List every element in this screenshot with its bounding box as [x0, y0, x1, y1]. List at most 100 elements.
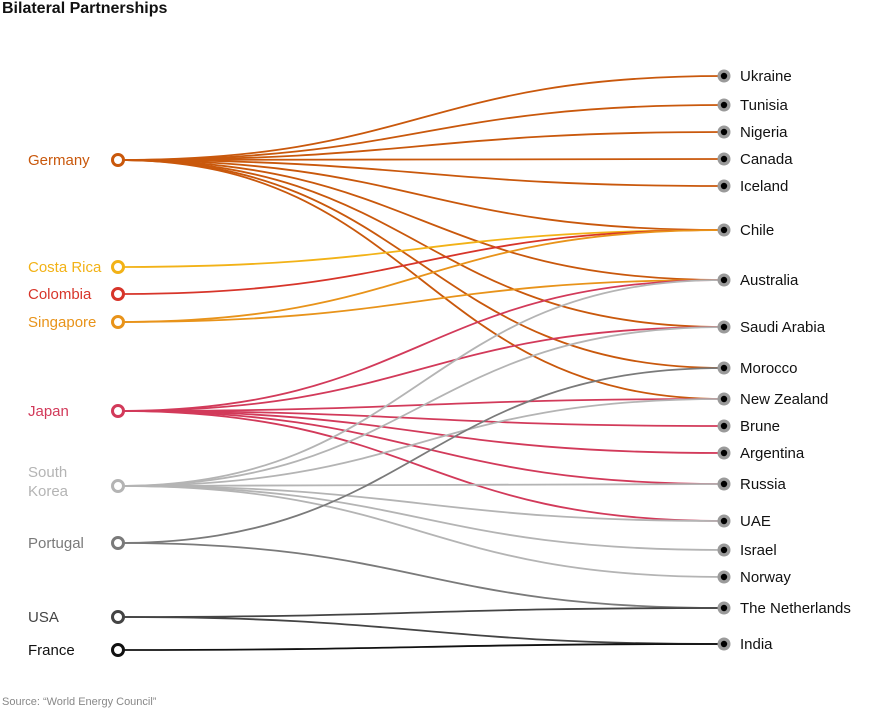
- right-node-label-norway: Norway: [740, 569, 791, 586]
- link-germany-iceland: [117, 159, 725, 187]
- node-dot-center: [720, 276, 728, 284]
- right-node-ukraine: Ukraine: [717, 68, 792, 85]
- left-node-label-japan: Japan: [28, 403, 69, 420]
- node-ring-marker: [111, 315, 125, 329]
- right-node-label-chile: Chile: [740, 222, 774, 239]
- link-usa-the-netherlands: [117, 607, 725, 618]
- node-ring-marker: [111, 287, 125, 301]
- right-node-chile: Chile: [717, 222, 774, 239]
- node-dot-center: [720, 546, 728, 554]
- node-dot-center: [720, 422, 728, 430]
- right-node-label-argentina: Argentina: [740, 445, 805, 462]
- node-dot-center: [720, 101, 728, 109]
- node-ring-marker: [111, 536, 125, 550]
- link-south-korea-new-zealand: [117, 398, 725, 487]
- right-node-label-canada: Canada: [740, 151, 793, 168]
- right-node-label-morocco: Morocco: [740, 360, 798, 377]
- link-usa-india: [117, 616, 725, 645]
- right-node-uae: UAE: [717, 513, 771, 530]
- right-node-label-new-zealand: New Zealand: [740, 391, 828, 408]
- node-dot-center: [720, 364, 728, 372]
- left-nodes-layer: Germany Costa Rica Colombia Singapore Japan S…: [28, 152, 125, 659]
- right-node-label-russia: Russia: [740, 476, 787, 493]
- link-france-india: [117, 643, 725, 651]
- node-dot-center: [720, 323, 728, 331]
- right-nodes-layer: Ukraine Tunisia Nigeria Canada Iceland Chile A…: [717, 68, 851, 653]
- link-germany-morocco: [117, 159, 725, 369]
- link-germany-chile: [117, 159, 725, 231]
- link-japan-uae: [117, 410, 725, 522]
- node-ring-marker: [111, 479, 125, 493]
- node-dot-center: [720, 72, 728, 80]
- right-node-nigeria: Nigeria: [717, 124, 788, 141]
- right-node-label-nigeria: Nigeria: [740, 124, 788, 141]
- left-node-label-south-korea: South: [28, 464, 67, 481]
- node-dot-center: [720, 480, 728, 488]
- right-node-label-saudi-arabia: Saudi Arabia: [740, 319, 826, 336]
- right-node-label-brune: Brune: [740, 418, 780, 435]
- right-node-label-uae: UAE: [740, 513, 771, 530]
- link-japan-brune: [117, 410, 725, 427]
- right-node-new-zealand: New Zealand: [717, 391, 828, 408]
- link-portugal-morocco: [117, 367, 725, 544]
- link-japan-new-zealand: [117, 398, 725, 412]
- left-node-label-singapore: Singapore: [28, 314, 96, 331]
- left-node-colombia: Colombia: [28, 286, 125, 303]
- link-colombia-chile: [117, 229, 725, 295]
- right-node-label-ukraine: Ukraine: [740, 68, 792, 85]
- node-dot-center: [720, 640, 728, 648]
- left-node-label-usa: USA: [28, 609, 59, 626]
- link-south-korea-uae: [117, 485, 725, 522]
- node-ring-marker: [111, 153, 125, 167]
- link-japan-argentina: [117, 410, 725, 454]
- node-dot-center: [720, 449, 728, 457]
- right-node-israel: Israel: [717, 542, 777, 559]
- node-dot-center: [720, 395, 728, 403]
- link-germany-saudi-arabia: [117, 159, 725, 328]
- left-node-south-korea: South Korea: [28, 464, 125, 500]
- link-south-korea-israel: [117, 485, 725, 551]
- node-dot-center: [720, 155, 728, 163]
- right-node-iceland: Iceland: [717, 178, 788, 195]
- right-node-canada: Canada: [717, 151, 793, 168]
- node-ring-marker: [111, 610, 125, 624]
- right-node-label-tunisia: Tunisia: [740, 97, 788, 114]
- right-node-label-india: India: [740, 636, 773, 653]
- left-node-france: France: [28, 642, 125, 659]
- node-dot-center: [720, 604, 728, 612]
- link-japan-saudi-arabia: [117, 326, 725, 412]
- node-ring-marker: [111, 260, 125, 274]
- link-portugal-the-netherlands: [117, 542, 725, 609]
- links-layer: [117, 75, 725, 651]
- right-node-brune: Brune: [717, 418, 780, 435]
- node-ring-marker: [111, 643, 125, 657]
- right-node-argentina: Argentina: [717, 445, 805, 462]
- left-node-label-south-korea: Korea: [28, 483, 69, 500]
- left-node-germany: Germany: [28, 152, 125, 169]
- right-node-label-australia: Australia: [740, 272, 799, 289]
- node-dot-center: [720, 182, 728, 190]
- link-germany-new-zealand: [117, 159, 725, 400]
- node-dot-center: [720, 517, 728, 525]
- right-node-label-israel: Israel: [740, 542, 777, 559]
- link-germany-australia: [117, 159, 725, 281]
- link-south-korea-norway: [117, 485, 725, 578]
- link-japan-russia: [117, 410, 725, 485]
- left-node-label-colombia: Colombia: [28, 286, 92, 303]
- left-node-costa-rica: Costa Rica: [28, 259, 125, 276]
- source-note: Source: “World Energy Council”: [2, 696, 157, 708]
- link-singapore-chile: [117, 229, 725, 323]
- node-ring-marker: [111, 404, 125, 418]
- right-node-russia: Russia: [717, 476, 787, 493]
- link-germany-tunisia: [117, 104, 725, 161]
- left-node-label-costa-rica: Costa Rica: [28, 259, 102, 276]
- right-node-the-netherlands: The Netherlands: [717, 600, 851, 617]
- link-germany-nigeria: [117, 131, 725, 161]
- chart-title: Bilateral Partnerships: [2, 0, 168, 17]
- link-germany-canada: [117, 158, 725, 161]
- left-node-singapore: Singapore: [28, 314, 125, 331]
- right-node-saudi-arabia: Saudi Arabia: [717, 319, 826, 336]
- right-node-australia: Australia: [717, 272, 799, 289]
- left-node-label-france: France: [28, 642, 75, 659]
